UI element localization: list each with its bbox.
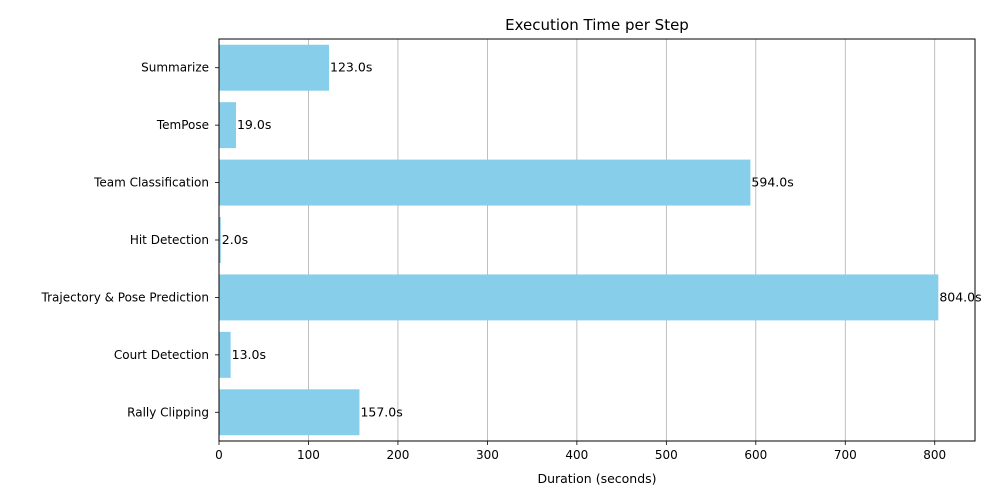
bar-value-label: 594.0s [751, 175, 793, 190]
value-labels: 157.0s 13.0s 804.0s 2.0s 594.0s 19.0s 123.0s [222, 60, 982, 420]
x-tick-label: 0 [215, 448, 223, 462]
x-tick-label: 200 [386, 448, 409, 462]
x-tick-label: 600 [744, 448, 767, 462]
bar [219, 331, 231, 378]
x-axis-ticks: 0 100 200 300 400 500 600 700 800 [215, 441, 946, 462]
bar-value-label: 13.0s [232, 347, 266, 362]
bar [219, 102, 236, 149]
x-tick-label: 700 [834, 448, 857, 462]
x-tick-label: 500 [655, 448, 678, 462]
chart-title: Execution Time per Step [505, 16, 689, 34]
bar [219, 159, 751, 206]
y-tick-label: Rally Clipping [127, 405, 209, 419]
plot-frame [218, 38, 976, 442]
bar-value-label: 2.0s [222, 232, 248, 247]
y-tick-label: Team Classification [93, 176, 209, 190]
x-axis-title: Duration (seconds) [537, 471, 656, 486]
x-tick-label: 300 [476, 448, 499, 462]
bar [219, 274, 939, 321]
x-tick-label: 800 [923, 448, 946, 462]
bar [219, 389, 360, 436]
bar [219, 44, 330, 91]
bars [219, 44, 939, 436]
bar-value-label: 804.0s [939, 289, 981, 304]
bar-value-label: 19.0s [237, 117, 271, 132]
y-tick-label: TemPose [156, 118, 209, 132]
y-axis-ticks: Rally Clipping Court Detection Trajectory … [41, 61, 219, 419]
y-tick-label: Hit Detection [130, 233, 209, 247]
x-tick-label: 100 [297, 448, 320, 462]
y-tick-label: Court Detection [114, 348, 209, 362]
grid-lines [218, 39, 936, 441]
y-tick-label: Trajectory & Pose Prediction [41, 290, 209, 304]
bar [219, 217, 221, 263]
y-tick-label: Summarize [141, 61, 209, 75]
bar-value-label: 123.0s [330, 60, 372, 75]
x-tick-label: 400 [565, 448, 588, 462]
bar-value-label: 157.0s [360, 404, 402, 419]
